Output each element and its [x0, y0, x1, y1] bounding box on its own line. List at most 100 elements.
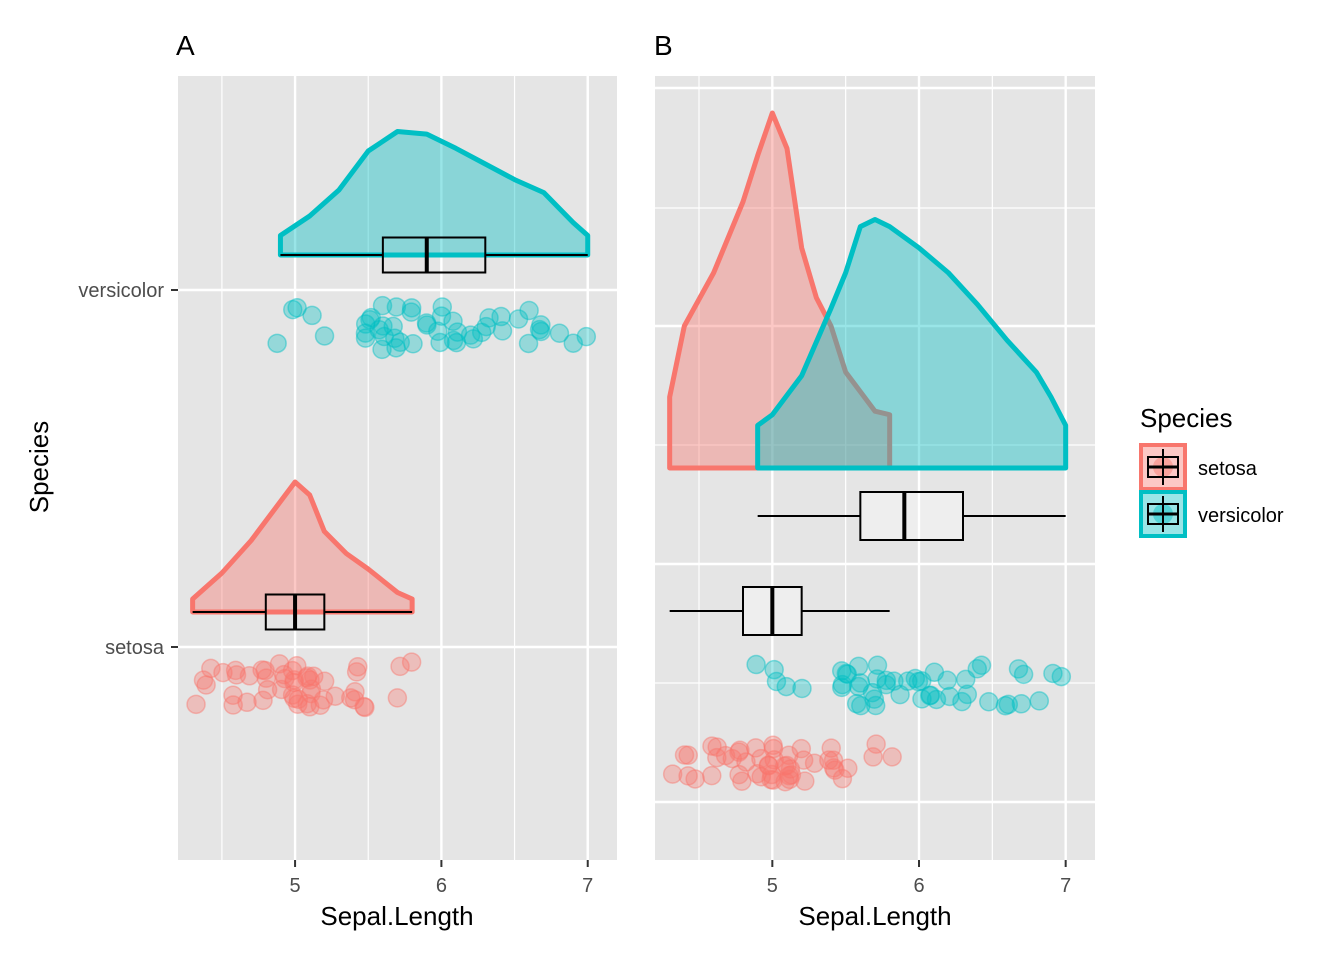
point-setosa [255, 660, 275, 681]
point-versicolor [939, 686, 960, 707]
point-setosa [256, 668, 277, 688]
point-versicolor [576, 326, 597, 347]
point-setosa [866, 734, 886, 754]
point-versicolor [430, 332, 450, 353]
point-setosa [746, 738, 766, 758]
point-versicolor [911, 671, 932, 691]
point-versicolor [1029, 691, 1050, 711]
point-setosa [730, 740, 750, 761]
point-setosa [341, 688, 361, 708]
point-versicolor [920, 685, 941, 705]
point-versicolor [836, 663, 857, 684]
point-versicolor [447, 322, 468, 342]
panel-a-background [178, 76, 617, 860]
point-versicolor [876, 674, 896, 695]
boxplot-versicolor [757, 491, 1066, 541]
point-versicolor [971, 655, 992, 676]
point-setosa [732, 771, 752, 791]
point-versicolor [848, 656, 869, 677]
point-setosa [707, 737, 727, 757]
point-versicolor [924, 662, 945, 682]
point-setosa [715, 745, 736, 766]
point-versicolor [912, 689, 932, 709]
point-setosa [346, 662, 367, 682]
point-setosa [193, 670, 214, 690]
point-setosa [702, 736, 722, 756]
panel-b-marks [662, 110, 1072, 792]
point-versicolor [851, 695, 871, 716]
point-versicolor [937, 670, 957, 691]
point-versicolor [383, 316, 403, 337]
point-versicolor [416, 313, 437, 333]
point-versicolor [979, 692, 999, 712]
y-tick-label-versicolor: versicolor [78, 280, 164, 302]
point-versicolor [314, 326, 335, 346]
point-versicolor [460, 325, 481, 345]
point-setosa [804, 753, 825, 773]
point-setosa [662, 764, 683, 784]
point-setosa [747, 764, 767, 784]
x-tick-label: 6 [913, 875, 924, 897]
point-versicolor [463, 329, 484, 349]
point-setosa [781, 765, 802, 785]
point-setosa [287, 656, 307, 676]
point-setosa [823, 758, 844, 778]
point-versicolor [563, 333, 584, 353]
point-setosa [821, 738, 841, 758]
point-versicolor [443, 330, 464, 351]
point-versicolor [401, 302, 422, 322]
box-iqr [381, 236, 487, 274]
point-versicolor [403, 334, 423, 354]
point-versicolor [792, 678, 812, 699]
point-setosa [271, 679, 292, 700]
point-setosa [284, 688, 304, 709]
point-setosa [685, 769, 705, 789]
point-versicolor [476, 316, 496, 337]
panel-a-tag: A [176, 30, 195, 61]
point-setosa [354, 696, 374, 717]
point-setosa [736, 752, 756, 772]
point-setosa [838, 758, 858, 779]
point-versicolor [428, 321, 448, 342]
point-versicolor [1013, 664, 1034, 685]
point-setosa [777, 755, 797, 776]
panel-b-tag: B [654, 30, 673, 61]
point-versicolor [372, 295, 393, 316]
point-setosa [253, 690, 273, 711]
point-versicolor [518, 333, 539, 354]
point-setosa [793, 750, 814, 770]
point-versicolor [952, 691, 972, 712]
point-setosa [297, 666, 318, 686]
point-setosa [825, 760, 845, 780]
x-tick-label: 7 [1060, 875, 1071, 897]
x-tick-label: 5 [290, 875, 301, 897]
point-setosa [779, 745, 799, 766]
point-setosa [201, 658, 221, 679]
point-setosa [763, 738, 784, 759]
legend-keys [1139, 443, 1187, 538]
point-versicolor [361, 307, 381, 328]
panel-a-marks [186, 129, 597, 718]
point-versicolor [920, 685, 940, 706]
point-versicolor [479, 308, 499, 328]
point-setosa [314, 671, 335, 692]
point-setosa [301, 679, 322, 699]
point-setosa [237, 692, 257, 713]
x-tick-label: 5 [767, 875, 778, 897]
point-setosa [764, 750, 784, 770]
point-versicolor [549, 323, 570, 343]
point-setosa [707, 747, 727, 768]
point-versicolor [995, 695, 1016, 716]
density-versicolor [755, 217, 1069, 471]
point-versicolor [766, 671, 787, 692]
point-setosa [257, 679, 278, 700]
point-setosa [345, 682, 365, 702]
point-versicolor [355, 328, 376, 348]
point-versicolor [302, 305, 322, 326]
point-setosa [348, 657, 368, 677]
point-versicolor [831, 661, 852, 681]
legend-label-setosa: setosa [1198, 458, 1258, 480]
point-setosa [763, 735, 783, 756]
point-setosa [196, 675, 216, 695]
point-versicolor [837, 664, 858, 684]
